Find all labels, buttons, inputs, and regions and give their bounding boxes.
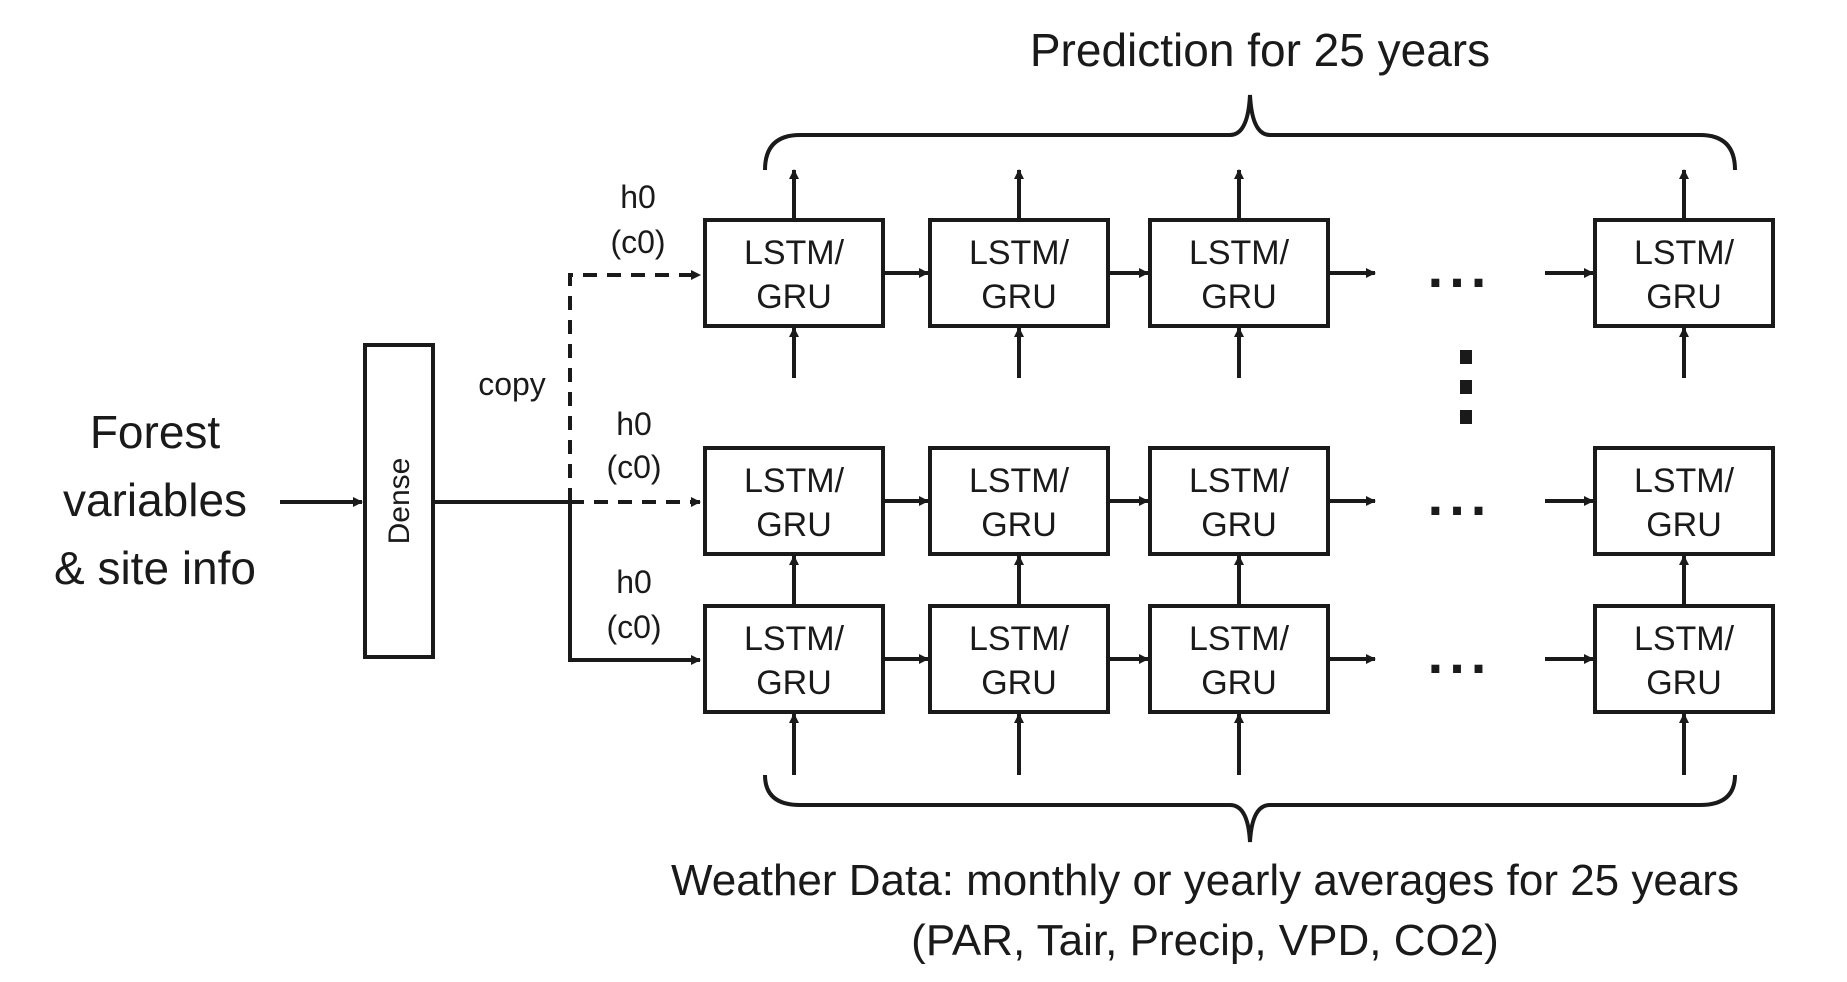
cell-label-line2: GRU bbox=[1201, 278, 1277, 316]
input-label-line1: Forest bbox=[90, 406, 221, 458]
footer-line1: Weather Data: monthly or yearly averages… bbox=[671, 856, 1739, 905]
cell-label-line1: LSTM/ bbox=[1189, 462, 1290, 500]
cell-label-line2: GRU bbox=[981, 278, 1057, 316]
lstm-gru-cell bbox=[1593, 446, 1775, 556]
cell-label-line1: LSTM/ bbox=[969, 462, 1070, 500]
init-state-label-top: h0 bbox=[620, 179, 656, 215]
cell-label-line1: LSTM/ bbox=[744, 620, 845, 658]
cell-label-line1: LSTM/ bbox=[969, 620, 1070, 658]
cell-label-line2: GRU bbox=[981, 506, 1057, 544]
lstm-gru-cell bbox=[1148, 604, 1330, 714]
lstm-gru-cell bbox=[1593, 218, 1775, 328]
cell-label-line2: GRU bbox=[1646, 664, 1722, 702]
top-brace bbox=[763, 94, 1737, 171]
cell-label-line1: LSTM/ bbox=[969, 234, 1070, 272]
cell-label-line1: LSTM/ bbox=[1634, 234, 1735, 272]
horizontal-ellipsis: ... bbox=[1428, 464, 1493, 527]
init-state-label-middle: h0 bbox=[616, 406, 652, 442]
dense-label: Dense bbox=[383, 458, 416, 545]
footer-line2: (PAR, Tair, Precip, VPD, CO2) bbox=[911, 916, 1499, 965]
cell-label-line2: GRU bbox=[1646, 506, 1722, 544]
vertical-ellipsis-dot bbox=[1460, 350, 1472, 364]
lstm-gru-cell bbox=[928, 604, 1110, 714]
cell-label-line1: LSTM/ bbox=[744, 234, 845, 272]
cell-label-line2: GRU bbox=[981, 664, 1057, 702]
init-state-sublabel-top: (c0) bbox=[610, 224, 665, 260]
lstm-gru-cell bbox=[1148, 218, 1330, 328]
init-state-sublabel-bottom: (c0) bbox=[606, 609, 661, 645]
cell-label-line1: LSTM/ bbox=[1634, 620, 1735, 658]
cell-label-line1: LSTM/ bbox=[1634, 462, 1735, 500]
lstm-grid: LSTM/GRU LSTM/GRU LSTM/GRU LSTM/GRU... LSTM/… bbox=[703, 169, 1775, 775]
copy-label: copy bbox=[478, 366, 546, 402]
lstm-gru-cell bbox=[703, 604, 885, 714]
horizontal-ellipsis: ... bbox=[1428, 622, 1493, 685]
init-state-sublabel-middle: (c0) bbox=[606, 449, 661, 485]
cell-label-line2: GRU bbox=[756, 506, 832, 544]
cell-label-line1: LSTM/ bbox=[744, 462, 845, 500]
horizontal-ellipsis: ... bbox=[1428, 236, 1493, 299]
init-state-label-bottom: h0 bbox=[616, 564, 652, 600]
cell-label-line2: GRU bbox=[756, 278, 832, 316]
cell-label-line2: GRU bbox=[756, 664, 832, 702]
vertical-ellipsis-dot bbox=[1460, 410, 1472, 424]
input-label-line2: variables bbox=[63, 474, 247, 526]
title: Prediction for 25 years bbox=[1030, 24, 1490, 76]
cell-label-line1: LSTM/ bbox=[1189, 620, 1290, 658]
vertical-ellipsis-dot bbox=[1460, 380, 1472, 394]
input-label-line3: & site info bbox=[54, 542, 256, 594]
cell-label-line2: GRU bbox=[1201, 664, 1277, 702]
copy-line-top bbox=[568, 270, 701, 502]
cell-label-line2: GRU bbox=[1201, 506, 1277, 544]
cell-label-line1: LSTM/ bbox=[1189, 234, 1290, 272]
state-line-bottom bbox=[568, 502, 701, 665]
bottom-brace bbox=[763, 774, 1737, 843]
cell-label-line2: GRU bbox=[1646, 278, 1722, 316]
